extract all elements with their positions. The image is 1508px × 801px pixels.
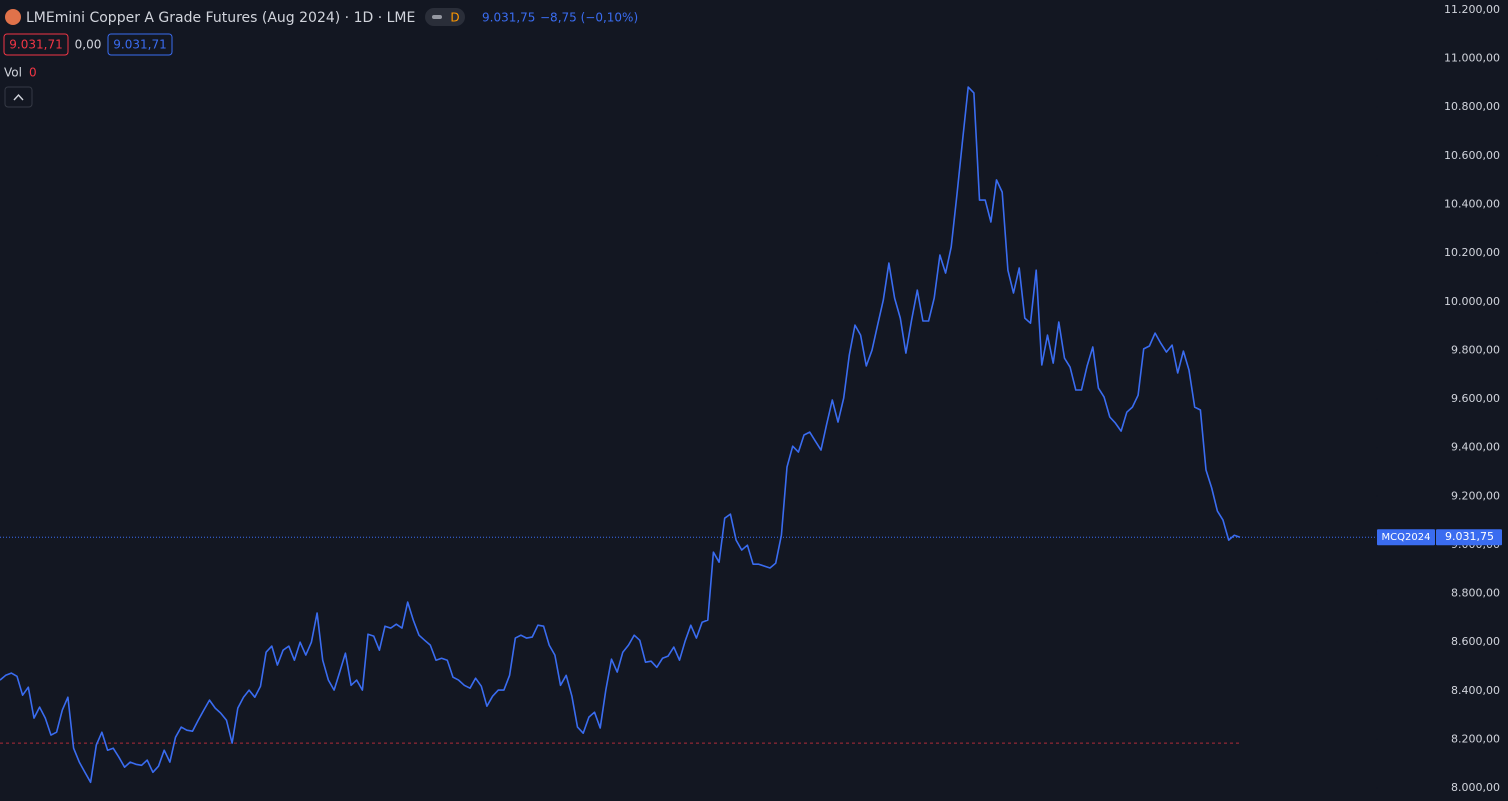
legend-header: LMEmini Copper A Grade Futures (Aug 2024… <box>3 8 638 108</box>
box-text: 9.031,71 <box>113 38 166 52</box>
collapse-button[interactable] <box>4 86 33 108</box>
y-tick-label: 9.400,00 <box>1451 441 1500 454</box>
header-price: 9.031,75 <box>482 11 535 25</box>
symbol-text: MCQ2024 <box>1382 532 1431 543</box>
volume-value: 0 <box>29 66 37 80</box>
y-tick-label: 10.800,00 <box>1444 100 1500 113</box>
y-tick-label: 8.400,00 <box>1451 684 1500 697</box>
y-tick-label: 10.200,00 <box>1444 246 1500 259</box>
y-tick-label: 9.600,00 <box>1451 392 1500 405</box>
price-line <box>0 86 1241 784</box>
y-tick-label: 11.000,00 <box>1444 52 1500 65</box>
header-change: −8,75 (−0,10%) <box>540 11 638 25</box>
status-dot <box>432 15 442 19</box>
y-tick-label: 9.800,00 <box>1451 343 1500 356</box>
y-tick-label: 10.400,00 <box>1444 198 1500 211</box>
y-tick-label: 11.200,00 <box>1444 3 1500 16</box>
box-text: 9.031,71 <box>9 38 62 52</box>
chevron-icon <box>13 93 24 101</box>
y-tick-label: 8.600,00 <box>1451 635 1500 648</box>
status-pill <box>425 8 465 26</box>
box <box>3 33 69 56</box>
box <box>107 33 173 56</box>
y-tick-label: 8.800,00 <box>1451 587 1500 600</box>
box-text: 0,00 <box>75 38 102 52</box>
price-tag-text: 9.031,75 <box>1445 530 1494 543</box>
y-tick-label: 8.000,00 <box>1451 781 1500 794</box>
badge: D <box>450 11 459 25</box>
y-tick-label: 8.200,00 <box>1451 732 1500 745</box>
volume-label: Vol <box>4 66 22 80</box>
chart-title: LMEmini Copper A Grade Futures (Aug 2024… <box>26 10 415 26</box>
symbol-icon <box>5 9 21 25</box>
y-tick-label: 10.600,00 <box>1444 149 1500 162</box>
price-tag <box>1436 529 1502 546</box>
y-tick-label: 10.000,00 <box>1444 295 1500 308</box>
y-tick-label: 9.200,00 <box>1451 489 1500 502</box>
symbol-tag <box>1377 529 1435 546</box>
